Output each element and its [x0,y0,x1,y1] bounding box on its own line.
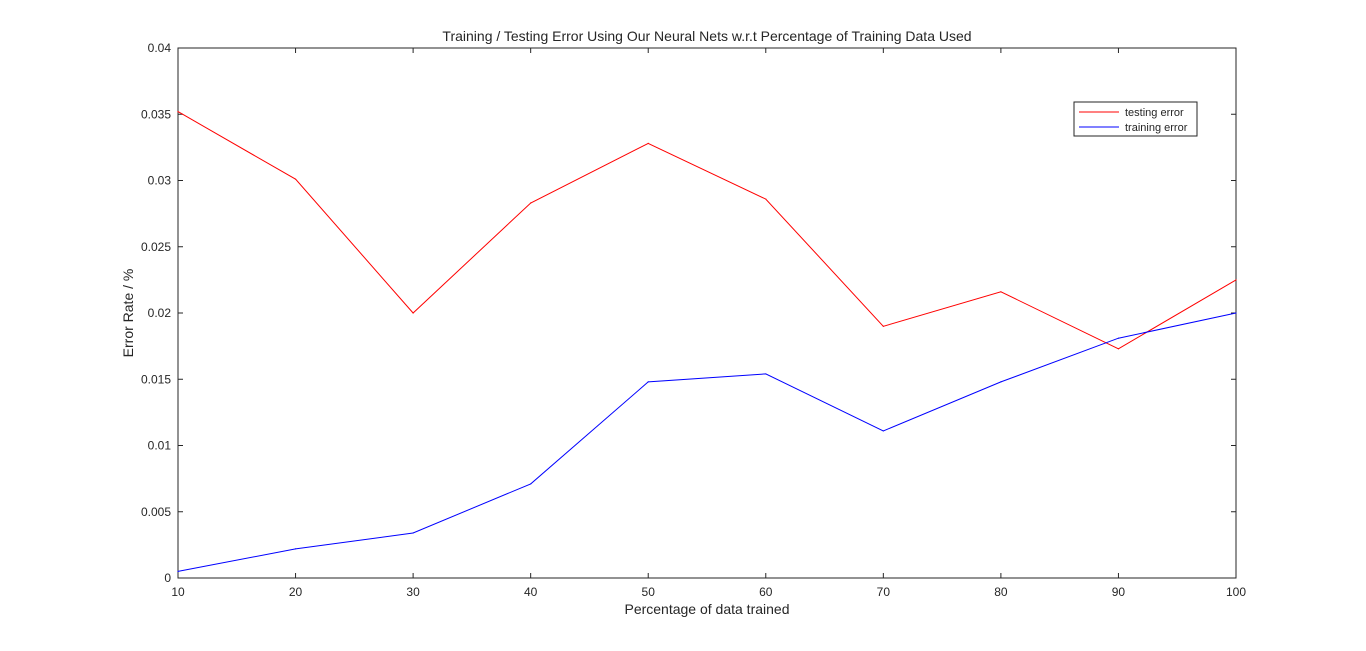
y-tick-label: 0 [164,571,171,585]
x-tick-label: 70 [877,585,891,599]
data-point-training-error [1117,337,1120,339]
data-point-testing-error [294,178,297,180]
y-tick-label: 0.04 [148,41,172,55]
data-point-testing-error [765,198,767,200]
x-tick-label: 80 [994,585,1008,599]
x-tick-label: 100 [1226,585,1246,599]
data-point-training-error [765,373,767,375]
y-tick-label: 0.035 [141,107,171,121]
legend-label-training-error: training error [1125,122,1188,134]
x-tick-label: 60 [759,585,773,599]
data-point-testing-error [647,142,649,144]
data-point-testing-error [530,202,532,204]
legend-label-testing-error: testing error [1125,107,1184,119]
data-point-testing-error [1235,279,1237,281]
x-tick-label: 10 [171,585,185,599]
y-axis-label: Error Rate / % [120,269,136,358]
y-tick-label: 0.025 [141,240,171,254]
series-lines [177,111,1237,572]
data-point-testing-error [1000,291,1002,293]
x-tick-label: 90 [1112,585,1126,599]
data-point-training-error [177,570,179,572]
x-axis-ticks: 10 20 30 40 50 60 70 80 90 100 [171,48,1246,599]
series-line-testing-error [177,111,1237,350]
y-tick-label: 0.005 [141,505,171,519]
x-tick-label: 40 [524,585,538,599]
data-point-training-error [530,483,532,485]
y-tick-label: 0.01 [148,439,172,453]
data-point-training-error [1000,381,1002,383]
y-tick-label: 0.015 [141,372,171,386]
data-point-training-error [882,430,884,432]
data-point-testing-error [177,111,179,113]
series-line-training-error [177,312,1237,572]
x-tick-label: 50 [642,585,656,599]
legend-box [1073,101,1198,137]
legend: testing error training error [1073,101,1198,137]
y-axis-ticks: 0 0.005 0.01 0.015 0.02 0.025 0.03 0.035 0.04 [141,41,1236,585]
data-point-training-error [647,381,649,383]
y-tick-label: 0.02 [148,306,172,320]
data-point-testing-error [882,325,884,327]
x-tick-label: 30 [406,585,420,599]
plot-area [177,47,1237,579]
x-axis-label: Percentage of data trained [624,601,789,617]
x-tick-label: 20 [289,585,303,599]
data-point-testing-error [1117,348,1120,350]
data-point-training-error [412,532,414,534]
data-point-testing-error [412,312,414,314]
chart-title: Training / Testing Error Using Our Neura… [442,28,971,44]
y-tick-label: 0.03 [148,174,172,188]
data-point-training-error [1235,312,1237,314]
data-point-training-error [294,548,297,550]
